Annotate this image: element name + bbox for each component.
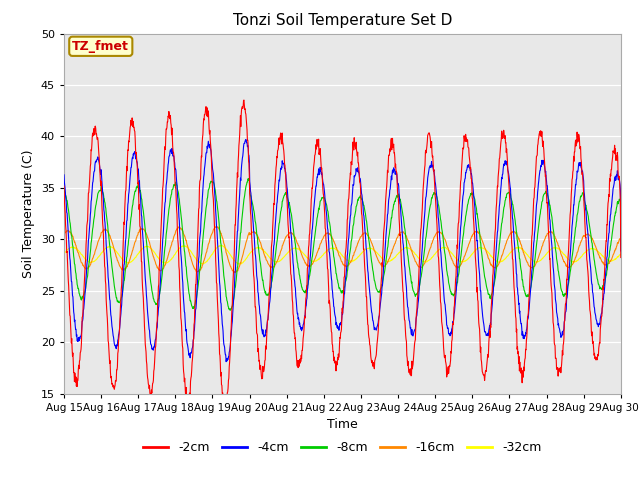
Text: TZ_fmet: TZ_fmet	[72, 40, 129, 53]
Title: Tonzi Soil Temperature Set D: Tonzi Soil Temperature Set D	[233, 13, 452, 28]
X-axis label: Time: Time	[327, 418, 358, 431]
Legend: -2cm, -4cm, -8cm, -16cm, -32cm: -2cm, -4cm, -8cm, -16cm, -32cm	[138, 436, 547, 459]
Y-axis label: Soil Temperature (C): Soil Temperature (C)	[22, 149, 35, 278]
